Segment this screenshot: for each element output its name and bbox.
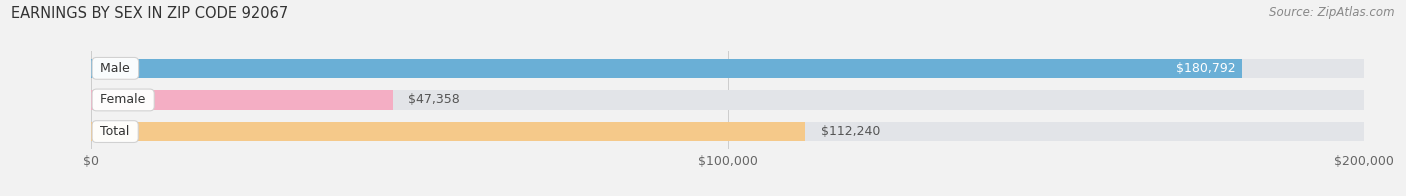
Bar <box>91 59 1241 78</box>
Text: Source: ZipAtlas.com: Source: ZipAtlas.com <box>1270 6 1395 19</box>
Text: Female: Female <box>97 93 150 106</box>
Bar <box>91 90 1364 110</box>
Bar <box>91 122 806 141</box>
Text: $112,240: $112,240 <box>821 125 880 138</box>
Text: Male: Male <box>97 62 134 75</box>
Text: Total: Total <box>97 125 134 138</box>
Text: $47,358: $47,358 <box>408 93 460 106</box>
Bar <box>91 59 1364 78</box>
Bar <box>91 122 1364 141</box>
Bar <box>91 90 392 110</box>
Text: EARNINGS BY SEX IN ZIP CODE 92067: EARNINGS BY SEX IN ZIP CODE 92067 <box>11 6 288 21</box>
Text: $180,792: $180,792 <box>1175 62 1236 75</box>
